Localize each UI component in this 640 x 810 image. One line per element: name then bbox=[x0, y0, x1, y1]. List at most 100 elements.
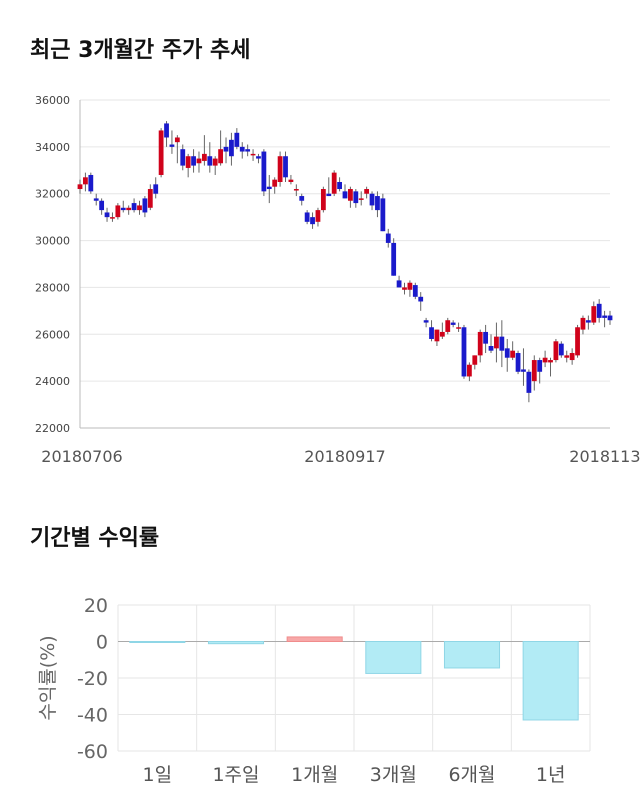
candle-body bbox=[542, 357, 548, 363]
y-tick-label: 26000 bbox=[35, 328, 70, 341]
candle-body bbox=[537, 360, 543, 372]
candle-body bbox=[234, 132, 240, 147]
candle-body bbox=[158, 130, 164, 175]
candle-body bbox=[429, 327, 434, 339]
x-date-label: 20180917 bbox=[304, 447, 385, 466]
candle-body bbox=[499, 336, 505, 351]
y-tick-label: 24000 bbox=[35, 375, 70, 388]
candle-body bbox=[77, 184, 83, 190]
candle-body bbox=[466, 364, 472, 377]
candle-body bbox=[93, 198, 99, 201]
candle-body bbox=[385, 233, 391, 243]
candle-body bbox=[315, 210, 321, 222]
y-tick-label: -60 bbox=[77, 741, 108, 763]
y-tick-label: 30000 bbox=[35, 235, 70, 248]
candle-body bbox=[553, 341, 559, 361]
candle-body bbox=[245, 149, 251, 152]
candle-body bbox=[229, 139, 234, 157]
candle-body bbox=[337, 182, 342, 190]
return-bar bbox=[443, 641, 501, 669]
candle-body bbox=[423, 320, 429, 323]
x-category-label: 3개월 bbox=[370, 764, 417, 786]
candle-body bbox=[488, 346, 494, 351]
candle-body bbox=[299, 196, 305, 201]
return-bar bbox=[286, 636, 343, 642]
candle-body bbox=[110, 217, 115, 219]
candle-body bbox=[515, 353, 521, 372]
y-tick-label: 22000 bbox=[35, 422, 70, 435]
candle-body bbox=[575, 327, 580, 356]
returns-chart-title: 기간별 수익률 bbox=[30, 526, 160, 551]
candle-body bbox=[142, 198, 148, 213]
candle-body bbox=[126, 207, 132, 211]
trend-chart-title: 최근 3개월간 주가 추세 bbox=[30, 38, 251, 63]
x-date-label: 20180706 bbox=[41, 447, 122, 466]
return-bar bbox=[129, 641, 186, 643]
candle-body bbox=[461, 327, 467, 377]
candle-body bbox=[256, 156, 261, 159]
candle-body bbox=[591, 306, 597, 323]
candle-body bbox=[445, 320, 451, 332]
candle-body bbox=[596, 303, 602, 318]
candle-body bbox=[196, 158, 202, 164]
candle-body bbox=[272, 179, 278, 187]
y-tick-label: 32000 bbox=[35, 188, 70, 201]
candle-body bbox=[218, 149, 224, 164]
candle-body bbox=[407, 282, 413, 290]
return-bar bbox=[207, 641, 265, 645]
candle-body bbox=[174, 137, 180, 143]
candle-body bbox=[353, 191, 359, 204]
candle-body bbox=[131, 203, 137, 211]
candle-body bbox=[348, 189, 353, 201]
candle-body bbox=[283, 156, 288, 178]
candle-body bbox=[104, 212, 110, 218]
return-bar bbox=[365, 641, 422, 674]
candle-body bbox=[207, 156, 213, 166]
candle-body bbox=[607, 315, 613, 321]
candle-body bbox=[277, 156, 283, 182]
x-date-label: 20181130 bbox=[569, 447, 640, 466]
candle-body bbox=[191, 156, 196, 166]
x-category-label: 1일 bbox=[143, 764, 173, 786]
candle-body bbox=[223, 146, 229, 152]
candle-body bbox=[88, 174, 94, 192]
candlestick-chart: 36000 34000 32000 30000 28000 26000 24000 22000… bbox=[35, 94, 640, 466]
candle-body bbox=[147, 189, 153, 208]
candle-body bbox=[320, 189, 326, 211]
candle-body bbox=[180, 149, 186, 166]
candle-body bbox=[369, 193, 375, 206]
candle-body bbox=[558, 343, 564, 356]
candle-body bbox=[153, 184, 159, 194]
candle-body bbox=[402, 287, 407, 290]
candle-body bbox=[526, 371, 532, 393]
y-tick-label: 28000 bbox=[35, 281, 70, 294]
candle-body bbox=[580, 317, 586, 330]
candle-body bbox=[375, 196, 380, 211]
candle-body bbox=[310, 217, 315, 225]
candle-body bbox=[293, 189, 299, 191]
candle-body bbox=[477, 331, 483, 356]
x-category-label: 1주일 bbox=[212, 764, 259, 786]
candle-body bbox=[450, 322, 456, 325]
y-tick-label: -40 bbox=[77, 705, 108, 727]
candle-body bbox=[456, 327, 461, 329]
candle-body bbox=[304, 212, 310, 222]
candle-body bbox=[261, 151, 267, 192]
y-axis-label: 수익률(%) bbox=[37, 635, 59, 720]
candle-body bbox=[439, 331, 445, 337]
candle-body bbox=[412, 285, 418, 297]
x-category-label: 1개월 bbox=[291, 764, 338, 786]
candle-body bbox=[137, 205, 142, 211]
candle-body bbox=[483, 331, 489, 344]
candle-body bbox=[396, 280, 402, 288]
candle-body bbox=[521, 369, 526, 372]
candle-body bbox=[83, 177, 88, 185]
return-bar bbox=[522, 641, 579, 721]
candle-body bbox=[99, 200, 105, 211]
candle-body bbox=[569, 353, 575, 361]
candle-body bbox=[212, 158, 218, 166]
candle-body bbox=[342, 191, 348, 199]
y-tick-label: 34000 bbox=[35, 141, 70, 154]
candle-body bbox=[331, 172, 337, 194]
x-category-label: 6개월 bbox=[448, 764, 495, 786]
